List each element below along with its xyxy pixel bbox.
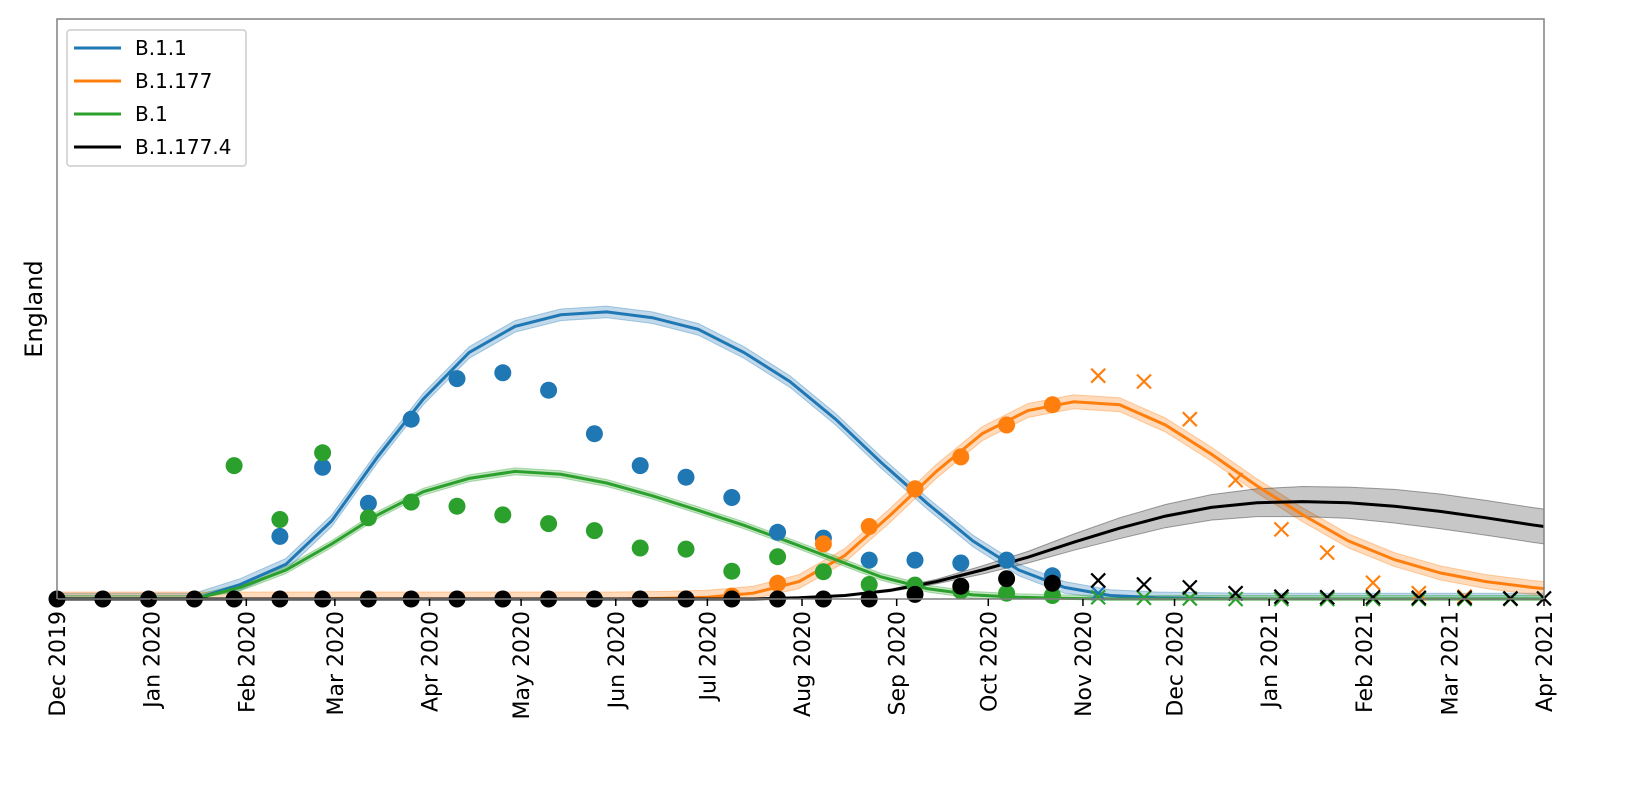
x-tick-label: Jan 2020 — [141, 611, 166, 710]
x-axis: Dec 2019 Jan 2020 Feb 2020 Mar 2020 Apr 2020… — [46, 599, 1558, 719]
projected-point-b-1-1 — [1090, 585, 1106, 601]
observed-point-b-1-177 — [860, 518, 878, 535]
observed-point-b-1-1 — [769, 523, 787, 541]
observed-point-b-1-177-4 — [1043, 574, 1061, 592]
legend-label-b-1: B.1 — [135, 102, 168, 126]
observed-point-b-1-1 — [448, 370, 466, 388]
projected-point-b-1-177 — [1411, 585, 1427, 601]
fit-line-b-1 — [57, 469, 1544, 601]
projected-point-b-1-177 — [1227, 472, 1244, 488]
observed-point-b-1 — [271, 511, 289, 528]
observed-point-b-1-177-4 — [906, 585, 924, 603]
x-tick-label: Nov 2020 — [1072, 611, 1097, 717]
observed-point-b-1 — [225, 457, 243, 475]
observed-point-b-1-1 — [540, 381, 558, 399]
x-tick-label: Mar 2020 — [324, 611, 349, 716]
observed-point-b-1 — [585, 522, 603, 540]
data-markers — [48, 364, 1552, 608]
legend-box — [66, 29, 247, 167]
x-tick-label: Jun 2020 — [605, 611, 630, 710]
projected-point-b-1-177 — [1319, 544, 1335, 561]
observed-point-b-1 — [769, 548, 787, 566]
x-tick-label: Dec 2019 — [46, 611, 71, 717]
observed-point-b-1 — [631, 539, 649, 557]
observed-point-b-1-177-4 — [952, 577, 970, 595]
observed-point-b-1 — [723, 562, 741, 580]
observed-point-b-1 — [402, 493, 420, 511]
observed-point-b-1-177 — [769, 574, 787, 592]
legend-label-b-1-177-4: B.1.177.4 — [135, 135, 231, 159]
observed-point-b-1 — [860, 576, 878, 593]
observed-point-b-1 — [314, 444, 332, 462]
x-tick-label: Mar 2021 — [1438, 611, 1463, 716]
legend: B.1.1 B.1.177 B.1 B.1.177.4 — [66, 29, 247, 167]
x-tick-label: Apr 2020 — [419, 611, 444, 712]
observed-point-b-1 — [448, 497, 466, 515]
observed-point-b-1 — [998, 584, 1016, 602]
observed-point-b-1 — [494, 506, 512, 524]
projected-point-b-1-177-4 — [1182, 579, 1198, 596]
projected-point-b-1-177-4 — [1411, 590, 1427, 606]
projected-point-b-1 — [1136, 590, 1152, 606]
observed-point-b-1-1 — [677, 468, 695, 486]
observed-point-b-1-1 — [585, 425, 603, 443]
x-tick-label: Feb 2020 — [235, 611, 260, 713]
x-tick-label: Jan 2021 — [1258, 611, 1283, 710]
x-tick-label: Feb 2021 — [1353, 611, 1378, 713]
x-tick-label: Dec 2020 — [1164, 611, 1189, 717]
observed-point-b-1-1 — [631, 457, 649, 475]
fit-line-b-1-177-4 — [57, 500, 1545, 601]
observed-point-b-1 — [540, 515, 558, 533]
plot-frame — [56, 18, 1545, 600]
observed-point-b-1-1 — [860, 551, 878, 569]
observed-point-b-1-177 — [906, 480, 924, 498]
legend-label-b-1-1: B.1.1 — [135, 36, 187, 60]
x-tick-label: Jul 2020 — [696, 611, 721, 703]
projected-point-b-1-177-4 — [1365, 589, 1381, 606]
observed-point-b-1-177-4 — [998, 570, 1016, 588]
projected-point-b-1-177-4 — [1136, 576, 1152, 593]
legend-label-b-1-177: B.1.177 — [135, 69, 212, 93]
observed-point-b-1-1 — [952, 554, 970, 572]
projected-point-b-1-177 — [1273, 521, 1290, 538]
observed-point-b-1-177 — [952, 448, 970, 466]
observed-point-b-1-1 — [998, 551, 1016, 569]
observed-point-b-1-1 — [359, 494, 377, 512]
projected-point-b-1-177 — [1182, 411, 1198, 427]
observed-point-b-1 — [814, 563, 832, 581]
observed-point-b-1-1 — [271, 527, 289, 545]
projected-point-b-1-177-4 — [1273, 588, 1290, 605]
x-tick-label: Apr 2021 — [1533, 611, 1558, 712]
projected-point-b-1-177-4 — [1090, 572, 1106, 589]
observed-point-b-1-1 — [314, 458, 332, 476]
observed-point-b-1-1 — [494, 364, 512, 382]
observed-point-b-1 — [359, 509, 377, 527]
x-tick-label: May 2020 — [510, 611, 535, 719]
observed-point-b-1-1 — [402, 410, 420, 428]
observed-point-b-1-177 — [814, 535, 832, 553]
observed-point-b-1-1 — [906, 551, 924, 569]
observed-point-b-1-177 — [1043, 396, 1061, 414]
x-tick-label: Oct 2020 — [977, 611, 1002, 712]
observed-point-b-1-1 — [723, 489, 741, 506]
projected-point-b-1-177 — [1365, 574, 1381, 591]
observed-point-b-1-177 — [998, 416, 1016, 434]
projected-point-b-1 — [1090, 589, 1106, 606]
projected-point-b-1-177 — [1090, 367, 1106, 384]
x-tick-label: Aug 2020 — [791, 611, 816, 717]
projected-point-b-1-177-4 — [1319, 589, 1335, 606]
observed-point-b-1 — [677, 540, 695, 558]
projected-point-b-1-177-4 — [1227, 585, 1244, 601]
y-axis-label: England — [20, 260, 48, 357]
x-tick-label: Sep 2020 — [886, 611, 911, 715]
projected-point-b-1-177-4 — [1456, 590, 1473, 606]
projected-point-b-1-177 — [1136, 373, 1152, 390]
